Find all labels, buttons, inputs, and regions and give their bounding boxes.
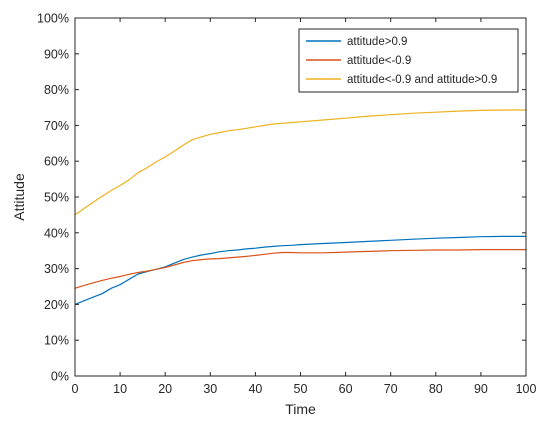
series-line-2	[74, 249, 526, 289]
y-tick-label: 80%	[44, 83, 69, 97]
x-tick-label: 20	[158, 382, 172, 396]
x-tick-label: 100	[516, 382, 537, 396]
y-tick-label: 70%	[44, 119, 69, 133]
y-tick-label: 10%	[44, 334, 69, 348]
y-tick-label: 60%	[44, 155, 69, 169]
x-axis-title: Time	[285, 401, 316, 417]
x-tick-label: 50	[294, 382, 308, 396]
y-tick-label: 20%	[44, 298, 69, 312]
x-axis-ticks: 0 10 20 30 40 50 60 70 80 90 100	[72, 18, 537, 396]
y-axis-ticks: 0% 10% 20% 30% 40% 50% 60% 70% 80% 90% 100%	[37, 12, 526, 384]
legend-label: attitude<-0.9	[347, 55, 411, 67]
x-tick-label: 70	[384, 382, 398, 396]
legend-label: attitude<-0.9 and attitude>0.9	[347, 74, 497, 86]
series-line-1	[74, 235, 526, 305]
x-tick-label: 30	[203, 382, 217, 396]
x-tick-label: 40	[248, 382, 262, 396]
y-tick-label: 0%	[51, 370, 69, 384]
series-line-3	[74, 109, 526, 216]
y-tick-label: 40%	[44, 226, 69, 240]
series-layer	[74, 109, 526, 305]
x-tick-label: 10	[113, 382, 127, 396]
legend-label: attitude>0.9	[347, 36, 407, 48]
y-tick-label: 30%	[44, 262, 69, 276]
y-axis-title: Attitude	[11, 173, 27, 221]
y-tick-label: 50%	[44, 191, 69, 205]
x-tick-label: 80	[429, 382, 443, 396]
legend: attitude>0.9 attitude<-0.9 attitude<-0.9 a…	[298, 28, 519, 93]
y-tick-label: 100%	[37, 12, 69, 26]
x-tick-label: 60	[339, 382, 353, 396]
y-tick-label: 90%	[44, 47, 69, 61]
x-tick-label: 0	[72, 382, 79, 396]
x-tick-label: 90	[474, 382, 488, 396]
